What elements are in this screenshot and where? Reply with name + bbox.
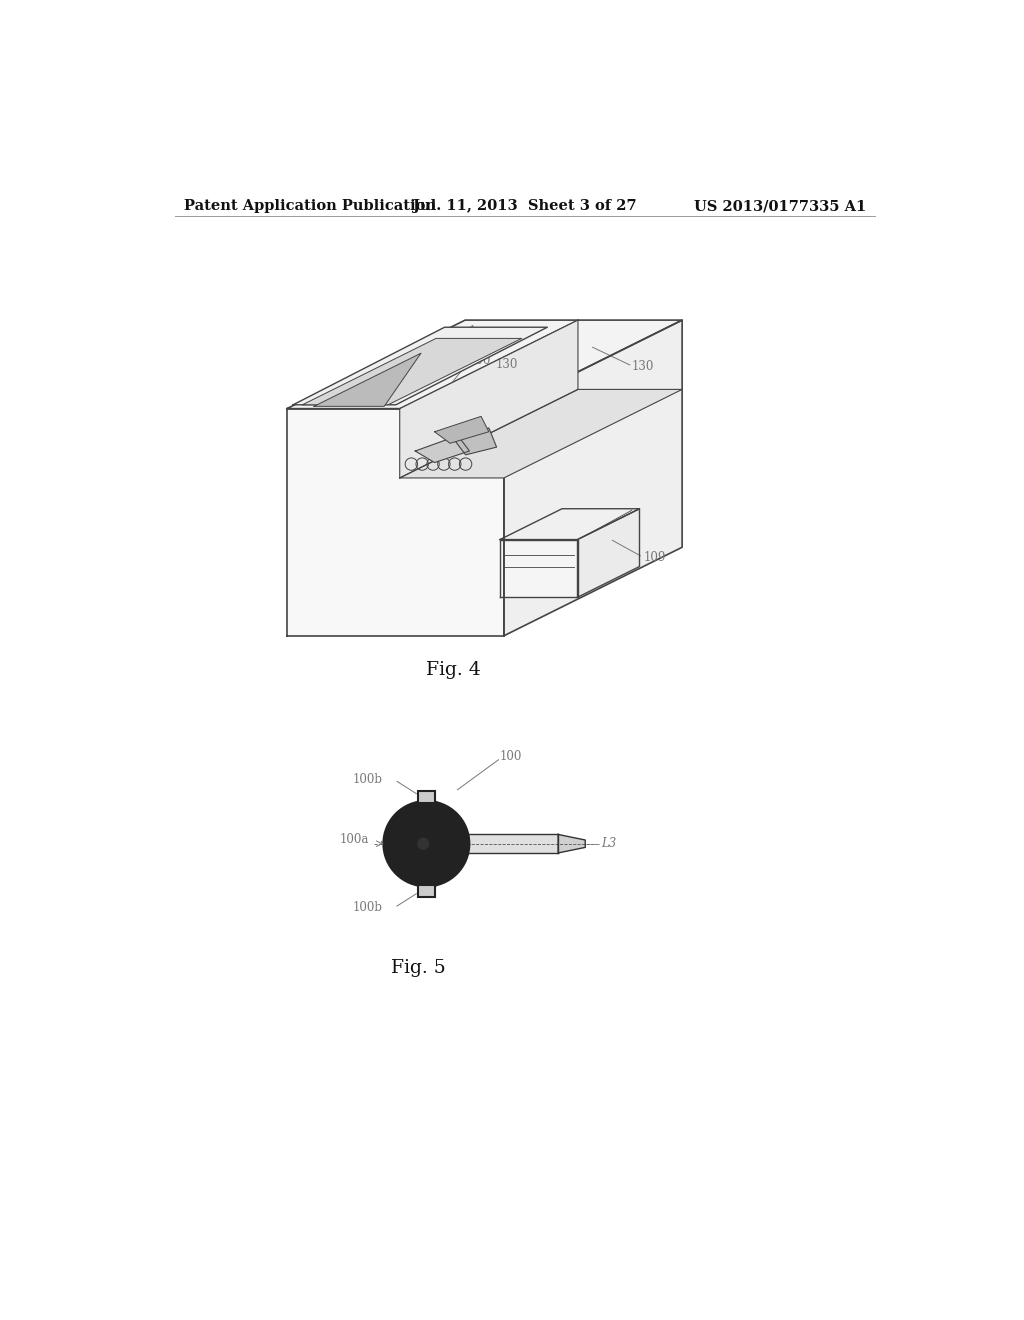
- Polygon shape: [500, 508, 640, 540]
- Text: US 2013/0177335 A1: US 2013/0177335 A1: [693, 199, 866, 213]
- FancyBboxPatch shape: [418, 884, 435, 896]
- Text: 130: 130: [632, 360, 653, 374]
- Text: 100: 100: [500, 750, 522, 763]
- Text: Jul. 11, 2013  Sheet 3 of 27: Jul. 11, 2013 Sheet 3 of 27: [413, 199, 637, 213]
- Text: 100b: 100b: [352, 902, 383, 915]
- Polygon shape: [302, 338, 522, 405]
- Polygon shape: [578, 508, 640, 598]
- FancyBboxPatch shape: [418, 791, 435, 803]
- Text: 130: 130: [496, 358, 518, 371]
- Text: 109: 109: [643, 550, 666, 564]
- Polygon shape: [454, 428, 497, 455]
- Text: 100b: 100b: [352, 774, 383, 787]
- Polygon shape: [500, 540, 578, 598]
- Polygon shape: [467, 834, 558, 853]
- Polygon shape: [399, 321, 578, 478]
- Polygon shape: [415, 436, 469, 462]
- Polygon shape: [293, 327, 548, 405]
- Text: Patent Application Publication: Patent Application Publication: [183, 199, 436, 213]
- Text: 100: 100: [469, 354, 492, 367]
- Polygon shape: [287, 409, 504, 636]
- Polygon shape: [287, 321, 682, 409]
- Text: Fig. 5: Fig. 5: [391, 960, 446, 977]
- Polygon shape: [399, 389, 682, 478]
- Text: L3: L3: [601, 837, 616, 850]
- Polygon shape: [434, 416, 488, 444]
- Polygon shape: [504, 321, 682, 636]
- Circle shape: [384, 801, 469, 886]
- Circle shape: [418, 838, 429, 849]
- Polygon shape: [558, 834, 586, 853]
- Text: 100a: 100a: [340, 833, 369, 846]
- Polygon shape: [314, 354, 421, 407]
- Text: 1: 1: [468, 325, 476, 338]
- Text: Fig. 4: Fig. 4: [426, 661, 481, 680]
